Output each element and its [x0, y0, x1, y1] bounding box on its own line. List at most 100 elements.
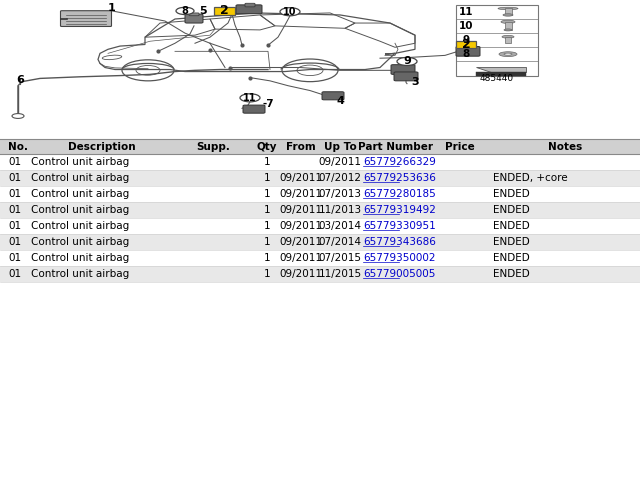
Text: 09/2011: 09/2011 — [280, 253, 323, 263]
FancyBboxPatch shape — [214, 7, 234, 14]
Text: ENDED: ENDED — [493, 269, 530, 279]
Text: ENDED: ENDED — [493, 205, 530, 215]
Text: 65779005005: 65779005005 — [363, 269, 435, 279]
FancyBboxPatch shape — [236, 5, 262, 14]
Text: 01: 01 — [8, 157, 21, 167]
Bar — [0, 234, 640, 250]
Text: Up To: Up To — [324, 142, 356, 152]
Circle shape — [12, 114, 24, 119]
Circle shape — [240, 94, 260, 102]
Ellipse shape — [503, 14, 513, 16]
FancyBboxPatch shape — [456, 41, 476, 48]
Text: From: From — [286, 142, 316, 152]
Polygon shape — [476, 67, 526, 72]
Bar — [0, 186, 640, 202]
Text: 1: 1 — [264, 189, 270, 199]
Text: Part Number: Part Number — [358, 142, 433, 152]
Circle shape — [280, 8, 300, 16]
Text: 10: 10 — [459, 21, 473, 31]
Text: 09/2011: 09/2011 — [319, 157, 362, 167]
Ellipse shape — [498, 7, 518, 10]
Text: 03/2014: 03/2014 — [319, 221, 362, 231]
Text: 3: 3 — [411, 77, 419, 87]
Text: 09/2011: 09/2011 — [280, 173, 323, 183]
Bar — [0, 218, 640, 234]
Text: 65779280185: 65779280185 — [363, 189, 436, 199]
FancyBboxPatch shape — [243, 105, 265, 113]
Text: 9: 9 — [403, 57, 411, 66]
Text: Control unit airbag: Control unit airbag — [31, 173, 129, 183]
Bar — [0, 154, 640, 170]
Text: 07/2015: 07/2015 — [319, 253, 362, 263]
Text: 09/2011: 09/2011 — [280, 269, 323, 279]
FancyBboxPatch shape — [322, 92, 344, 100]
Text: 9: 9 — [463, 35, 470, 45]
FancyBboxPatch shape — [505, 36, 511, 44]
Text: 4: 4 — [336, 96, 344, 106]
Ellipse shape — [501, 20, 515, 24]
Bar — [0, 202, 640, 218]
FancyBboxPatch shape — [394, 72, 418, 81]
Text: 2: 2 — [220, 4, 228, 17]
Text: 01: 01 — [8, 237, 21, 247]
FancyBboxPatch shape — [461, 45, 473, 48]
Text: 09/2011: 09/2011 — [280, 189, 323, 199]
Bar — [0, 139, 640, 154]
Text: ENDED: ENDED — [493, 253, 530, 263]
Bar — [456, 5, 538, 75]
Text: 8: 8 — [462, 49, 470, 59]
Text: 07/2013: 07/2013 — [319, 189, 362, 199]
Text: Control unit airbag: Control unit airbag — [31, 253, 129, 263]
Bar — [476, 72, 526, 75]
Text: 1: 1 — [264, 237, 270, 247]
Text: ENDED, +core: ENDED, +core — [493, 173, 568, 183]
Text: 09/2011: 09/2011 — [280, 205, 323, 215]
Text: No.: No. — [8, 142, 28, 152]
FancyBboxPatch shape — [189, 13, 199, 16]
Text: 65779350002: 65779350002 — [363, 253, 435, 263]
FancyBboxPatch shape — [504, 8, 511, 15]
Text: 6: 6 — [16, 74, 24, 84]
Ellipse shape — [499, 52, 517, 57]
Text: 8: 8 — [182, 6, 188, 16]
Text: 65779330951: 65779330951 — [363, 221, 436, 231]
FancyBboxPatch shape — [391, 65, 415, 74]
Bar — [0, 266, 640, 282]
Text: Control unit airbag: Control unit airbag — [31, 189, 129, 199]
Text: 01: 01 — [8, 173, 21, 183]
Text: 09/2011: 09/2011 — [280, 221, 323, 231]
FancyBboxPatch shape — [504, 22, 511, 30]
Text: 1: 1 — [264, 173, 270, 183]
Text: Notes: Notes — [548, 142, 582, 152]
Text: 01: 01 — [8, 221, 21, 231]
Text: Supp.: Supp. — [196, 142, 230, 152]
Text: -7: -7 — [262, 99, 274, 109]
Circle shape — [176, 7, 194, 14]
Text: 485440: 485440 — [480, 74, 514, 84]
FancyBboxPatch shape — [61, 11, 111, 26]
Text: Description: Description — [68, 142, 135, 152]
Text: Control unit airbag: Control unit airbag — [31, 237, 129, 247]
Text: 1: 1 — [108, 3, 116, 13]
Text: 10: 10 — [284, 7, 297, 17]
FancyBboxPatch shape — [245, 3, 255, 7]
Bar — [0, 250, 640, 266]
Text: Qty: Qty — [257, 142, 277, 152]
Text: 2: 2 — [461, 38, 470, 51]
Text: Control unit airbag: Control unit airbag — [31, 221, 129, 231]
FancyBboxPatch shape — [185, 14, 203, 23]
Text: 11/2013: 11/2013 — [319, 205, 362, 215]
Circle shape — [397, 58, 417, 65]
Text: 11: 11 — [459, 7, 473, 17]
Text: 65779343686: 65779343686 — [363, 237, 436, 247]
FancyBboxPatch shape — [456, 47, 480, 56]
Text: 01: 01 — [8, 205, 21, 215]
Text: 65779266329: 65779266329 — [363, 157, 436, 167]
Text: Control unit airbag: Control unit airbag — [31, 205, 129, 215]
Ellipse shape — [504, 29, 512, 31]
Text: 07/2012: 07/2012 — [319, 173, 362, 183]
Text: 65779253636: 65779253636 — [363, 173, 436, 183]
Text: ENDED: ENDED — [493, 189, 530, 199]
Text: 11: 11 — [243, 93, 257, 103]
Text: 1: 1 — [264, 269, 270, 279]
